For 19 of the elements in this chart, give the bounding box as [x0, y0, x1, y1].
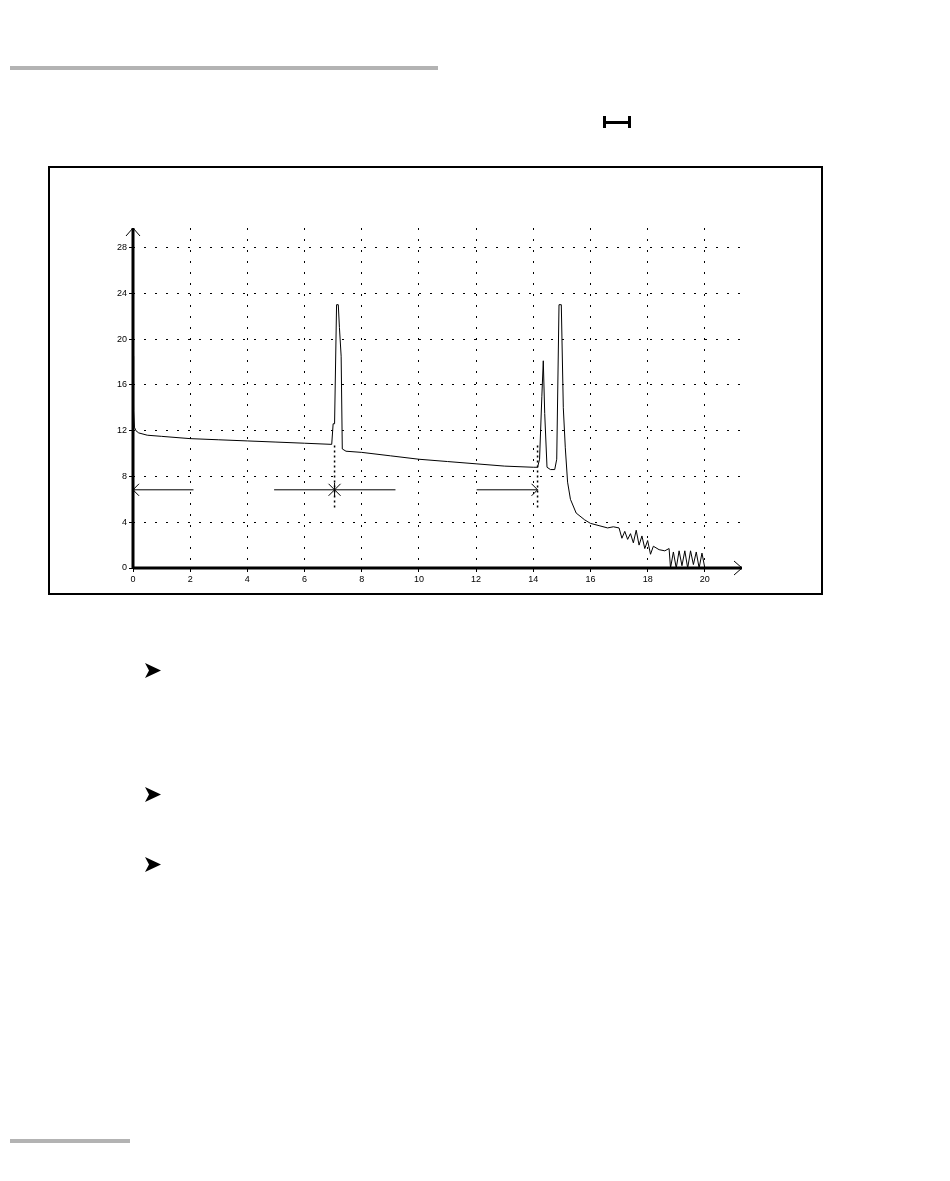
- x-tick-label: 6: [302, 573, 308, 584]
- x-tick-label: 18: [642, 573, 653, 584]
- y-tick-label: 0: [121, 562, 127, 573]
- x-tick-label: 10: [413, 573, 424, 584]
- y-tick-label: 16: [116, 379, 127, 390]
- x-tick-label: 14: [528, 573, 539, 584]
- x-tick-label: 20: [699, 573, 710, 584]
- y-tick-label: 8: [121, 470, 127, 481]
- y-tick-label: 12: [116, 425, 127, 436]
- x-tick-label: 2: [187, 573, 193, 584]
- y-tick-label: 20: [116, 333, 127, 344]
- y-tick-label: 4: [121, 516, 127, 527]
- x-tick-label: 0: [130, 573, 136, 584]
- x-tick-label: 16: [585, 573, 596, 584]
- y-tick-label: 24: [116, 287, 127, 298]
- y-tick-label: 28: [116, 241, 127, 252]
- x-tick-label: 12: [471, 573, 482, 584]
- x-tick-label: 8: [359, 573, 365, 584]
- x-tick-label: 4: [244, 573, 250, 584]
